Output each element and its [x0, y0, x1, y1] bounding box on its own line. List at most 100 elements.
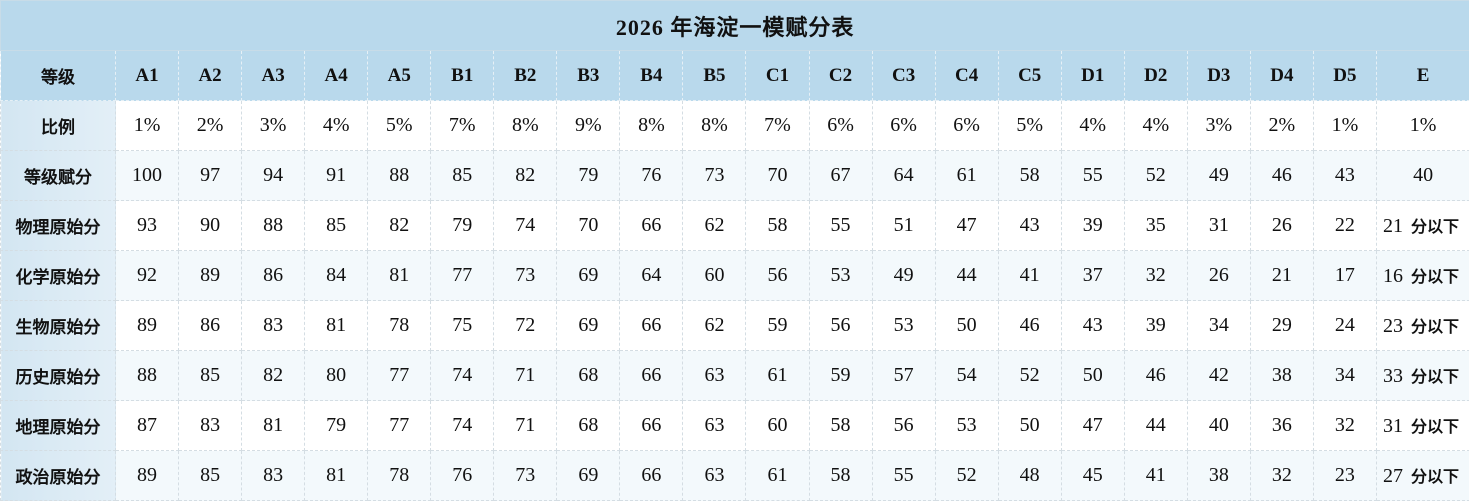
cell-suffix: 分以下 — [1410, 317, 1459, 336]
table-cell: 97 — [178, 150, 243, 201]
table-cell: 78 — [367, 300, 432, 351]
table-cell: 21 — [1249, 250, 1314, 301]
table-cell: 75 — [430, 300, 495, 351]
header-grade-d1: D1 — [1060, 50, 1125, 101]
table-cell: 69 — [556, 250, 621, 301]
table-cell: 79 — [430, 200, 495, 251]
table-cell: 8% — [619, 100, 684, 151]
header-grade-d4: D4 — [1249, 50, 1314, 101]
row-label: 地理原始分 — [0, 400, 116, 451]
table-cell: 5% — [997, 100, 1062, 151]
table-cell: 88 — [114, 350, 180, 401]
cell-value: 27 — [1382, 465, 1403, 487]
table-cell: 74 — [430, 400, 495, 451]
table-cell: 41 — [997, 250, 1062, 301]
table-cell: 79 — [304, 400, 369, 451]
table-cell: 86 — [178, 300, 243, 351]
table-cell: 60 — [682, 250, 747, 301]
table-cell: 29 — [1249, 300, 1314, 351]
table-cell: 52 — [1123, 150, 1188, 201]
table-cell: 63 — [682, 350, 747, 401]
table-cell: 4% — [304, 100, 369, 151]
table-cell: 63 — [682, 400, 747, 451]
table-cell: 66 — [619, 400, 684, 451]
header-grade-c3: C3 — [871, 50, 936, 101]
table-cell: 89 — [178, 250, 243, 301]
table-cell: 82 — [493, 150, 558, 201]
header-grade-c1: C1 — [745, 50, 810, 101]
header-grade-b5: B5 — [682, 50, 747, 101]
table-cell: 52 — [934, 450, 999, 501]
table-cell: 76 — [430, 450, 495, 501]
header-grade-a5: A5 — [367, 50, 432, 101]
table-row: 生物原始分 89 86 83 81 78 75 72 69 66 62 59 56 53 50 46 43 39 3… — [0, 300, 1469, 351]
table-cell: 93 — [114, 200, 180, 251]
table-cell: 83 — [178, 400, 243, 451]
header-grade-a1: A1 — [114, 50, 180, 101]
table-cell: 24 — [1312, 300, 1377, 351]
cell-value: 33 — [1382, 365, 1403, 387]
table-cell: 44 — [1123, 400, 1188, 451]
table-cell: 85 — [178, 350, 243, 401]
table-cell: 70 — [745, 150, 810, 201]
cell-value: 21 — [1382, 215, 1403, 237]
table-cell: 51 — [871, 200, 936, 251]
table-cell: 45 — [1060, 450, 1125, 501]
table-cell: 59 — [808, 350, 873, 401]
table-cell: 77 — [430, 250, 495, 301]
table-cell: 73 — [493, 250, 558, 301]
table-cell: 36 — [1249, 400, 1314, 451]
table-cell: 61 — [745, 450, 810, 501]
row-label: 物理原始分 — [0, 200, 116, 251]
table-cell: 81 — [304, 450, 369, 501]
table-cell: 49 — [1186, 150, 1251, 201]
table-cell: 31 — [1186, 200, 1251, 251]
table-row: 政治原始分 89 85 83 81 78 76 73 69 66 63 61 58 55 52 48 45 41 3… — [0, 450, 1469, 501]
table-cell: 63 — [682, 450, 747, 501]
table-cell: 39 — [1123, 300, 1188, 351]
cell-value: 23 — [1382, 315, 1403, 337]
table-cell: 26 — [1249, 200, 1314, 251]
table-cell: 50 — [997, 400, 1062, 451]
table-cell: 66 — [619, 300, 684, 351]
table-cell: 39 — [1060, 200, 1125, 251]
table-cell: 59 — [745, 300, 810, 351]
table-cell: 92 — [114, 250, 180, 301]
table-cell: 88 — [367, 150, 432, 201]
table-cell: 46 — [1249, 150, 1314, 201]
header-grade-b2: B2 — [493, 50, 558, 101]
table-cell: 1% — [114, 100, 180, 151]
header-grade-d2: D2 — [1123, 50, 1188, 101]
table-cell: 40 — [1186, 400, 1251, 451]
table-title: 2026 年海淀一模赋分表 — [0, 0, 1469, 51]
header-grade-a4: A4 — [304, 50, 369, 101]
table-cell: 1% — [1312, 100, 1377, 151]
table-cell: 7% — [745, 100, 810, 151]
table-cell: 46 — [1123, 350, 1188, 401]
cell-value: 16 — [1382, 265, 1403, 287]
table-cell: 69 — [556, 450, 621, 501]
header-grade-label: 等级 — [0, 50, 116, 101]
table-cell: 64 — [871, 150, 936, 201]
table-cell: 74 — [493, 200, 558, 251]
header-grade-d3: D3 — [1186, 50, 1251, 101]
table-cell: 55 — [1060, 150, 1125, 201]
table-cell: 64 — [619, 250, 684, 301]
table-cell: 62 — [682, 200, 747, 251]
table-cell: 4% — [1123, 100, 1188, 151]
row-label: 等级赋分 — [0, 150, 116, 201]
table-cell: 88 — [241, 200, 306, 251]
table-cell: 37 — [1060, 250, 1125, 301]
table-row: 地理原始分 87 83 81 79 77 74 71 68 66 63 60 58 56 53 50 47 44 4… — [0, 400, 1469, 451]
table-cell: 83 — [241, 300, 306, 351]
table-cell: 85 — [304, 200, 369, 251]
table-cell: 58 — [808, 450, 873, 501]
table-cell: 53 — [871, 300, 936, 351]
header-grade-b1: B1 — [430, 50, 495, 101]
table-cell: 1% — [1375, 100, 1469, 151]
table-cell: 61 — [745, 350, 810, 401]
table-cell: 5% — [367, 100, 432, 151]
table-cell: 66 — [619, 200, 684, 251]
table-cell: 32 — [1123, 250, 1188, 301]
table-cell: 66 — [619, 350, 684, 401]
